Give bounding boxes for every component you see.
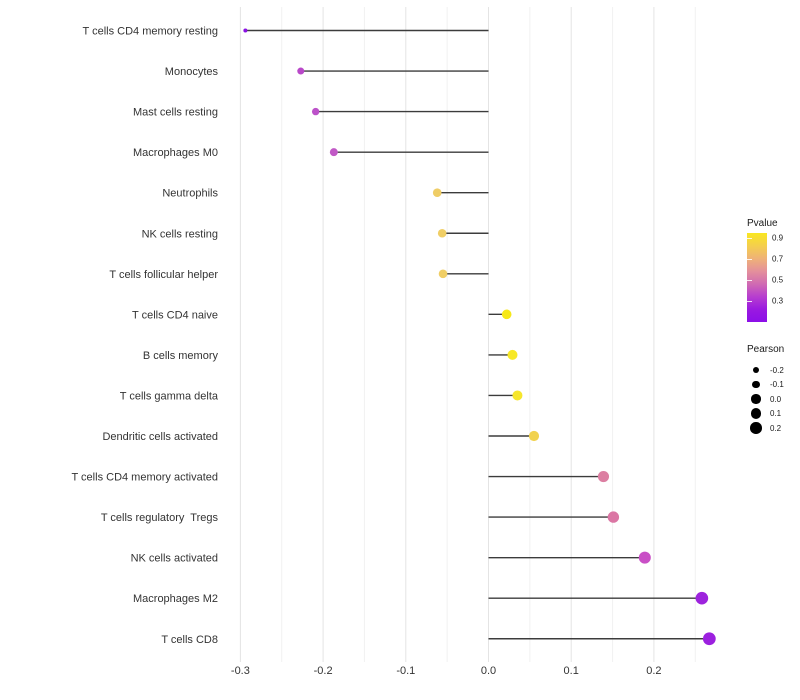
y-axis-label: NK cells resting [142,228,218,240]
pearson-legend-entry: 0.0 [747,392,781,406]
pearson-legend-label: 0.0 [770,394,782,404]
pvalue-colorbar [747,233,767,322]
pvalue-tick-label: 0.5 [772,275,784,285]
pvalue-colorbar-wrap: 0.9 0.7 0.5 0.3 [747,233,799,325]
y-axis-label: T cells follicular helper [109,269,218,281]
pvalue-tick-label: 0.3 [772,296,784,306]
pearson-legend-dot-cell [747,363,765,377]
y-axis-label: T cells CD4 memory resting [83,26,219,38]
x-axis-tick-label: -0.2 [314,665,333,677]
pvalue-tick-label: 0.7 [772,254,784,264]
pvalue-tick-mark [747,301,752,303]
pearson-legend-entry: 0.2 [747,421,781,435]
lollipop-dot [702,632,716,646]
lollipop-dot [507,349,518,360]
lollipop-dot [329,148,338,157]
lollipop-dot [297,67,305,75]
pearson-legend-title: Pearson [747,344,785,355]
pearson-legend-dot [750,422,762,434]
pvalue-legend: Pvalue 0.9 0.7 0.5 0.3 [747,218,799,325]
pvalue-tick-mark [747,238,752,240]
pearson-legend-label: -0.2 [770,365,784,375]
lollipop-dot [437,228,447,238]
pearson-legend-entry: 0.1 [747,407,781,421]
pvalue-tick-mark [747,280,752,282]
pearson-legend-entry: -0.2 [747,363,784,377]
y-axis-label: T cells CD4 naive [132,309,218,321]
pvalue-tick-label: 0.9 [772,233,784,243]
lollipop-dot [638,551,651,564]
pearson-legend-label: 0.2 [770,423,782,433]
lollipop-dot [512,390,523,401]
y-axis-label: Dendritic cells activated [102,431,218,443]
lollipop-dot [695,591,709,605]
lollipop-dot [501,309,512,320]
lollipop-dot [597,470,610,483]
pearson-legend-dot-cell [747,378,765,392]
pvalue-legend-title: Pvalue [747,218,778,229]
x-axis-tick-label: 0.1 [564,665,579,677]
y-axis-label: T cells gamma delta [120,390,219,402]
pearson-legend-dot [752,366,760,374]
y-axis-label: T cells regulatory Tregs [101,512,219,524]
y-axis-label: T cells CD8 [161,634,218,646]
x-axis-tick-label: 0.2 [646,665,661,677]
pearson-legend-dot [752,380,760,389]
x-axis-tick-label: -0.1 [396,665,415,677]
lollipop-dot [432,188,442,197]
x-axis-tick-label: 0.0 [481,665,496,677]
lollipop-dot [528,430,540,442]
pearson-legend-dot [750,408,762,419]
pearson-legend-label: -0.1 [770,380,784,389]
x-axis-tick-label: -0.3 [231,665,250,677]
pearson-legend-dot [751,394,761,404]
lollipop-dot [311,107,320,116]
y-axis-label: Macrophages M2 [133,593,218,605]
y-axis-label: Monocytes [165,66,219,78]
pearson-legend-entry: -0.1 [747,378,784,392]
pearson-legend-dot-cell [747,407,765,421]
pearson-legend-dot-cell [747,392,765,406]
pearson-legend-label: 0.1 [770,409,782,418]
y-axis-label: Neutrophils [162,188,218,200]
lollipop-dot [243,28,248,33]
pvalue-tick-mark [747,259,752,261]
lollipop-dot [607,511,620,523]
pearson-legend-dot-cell [747,421,765,435]
y-axis-label: B cells memory [143,350,219,362]
lollipop-dot [438,269,448,279]
y-axis-label: Macrophages M0 [133,147,218,159]
pearson-legend: Pearson -0.2 -0.1 0.0 0.1 0.2 [747,344,799,436]
y-axis-label: Mast cells resting [133,107,218,119]
y-axis-label: NK cells activated [131,553,218,565]
y-axis-label: T cells CD4 memory activated [71,472,218,484]
